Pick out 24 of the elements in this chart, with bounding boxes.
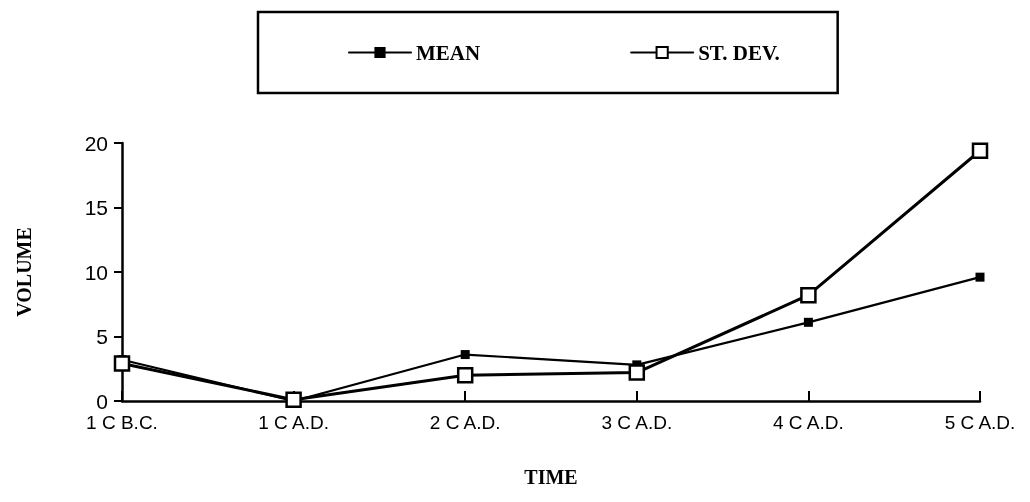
x-tick-label: 2 C A.D.	[429, 412, 501, 433]
x-axis-title: TIME	[524, 466, 578, 488]
point	[460, 350, 470, 360]
y-tick-label: 10	[84, 260, 108, 284]
y-tick-label: 15	[84, 196, 108, 219]
point	[803, 317, 813, 327]
legend-label: MEAN	[416, 40, 481, 65]
x-tick-label: 1 C A.D.	[258, 412, 329, 433]
y-tick-label: 20	[84, 131, 108, 155]
y-axis-title: VOLUME	[13, 227, 35, 317]
y-tick-label: 0	[96, 389, 108, 413]
x-tick-label: 5 C A.D.	[944, 412, 1016, 433]
point	[456, 366, 474, 384]
point	[113, 355, 131, 372]
point	[628, 364, 646, 381]
point	[285, 391, 302, 408]
point	[800, 286, 817, 304]
y-tick-label: 5	[96, 325, 108, 348]
point	[971, 142, 989, 159]
legend-label: ST. DEV.	[698, 40, 780, 65]
x-tick-label: 1 C B.C.	[86, 412, 158, 433]
x-tick-label: 3 C A.D.	[601, 412, 673, 433]
x-tick-label: 4 C A.D.	[773, 412, 844, 433]
point	[975, 272, 985, 282]
